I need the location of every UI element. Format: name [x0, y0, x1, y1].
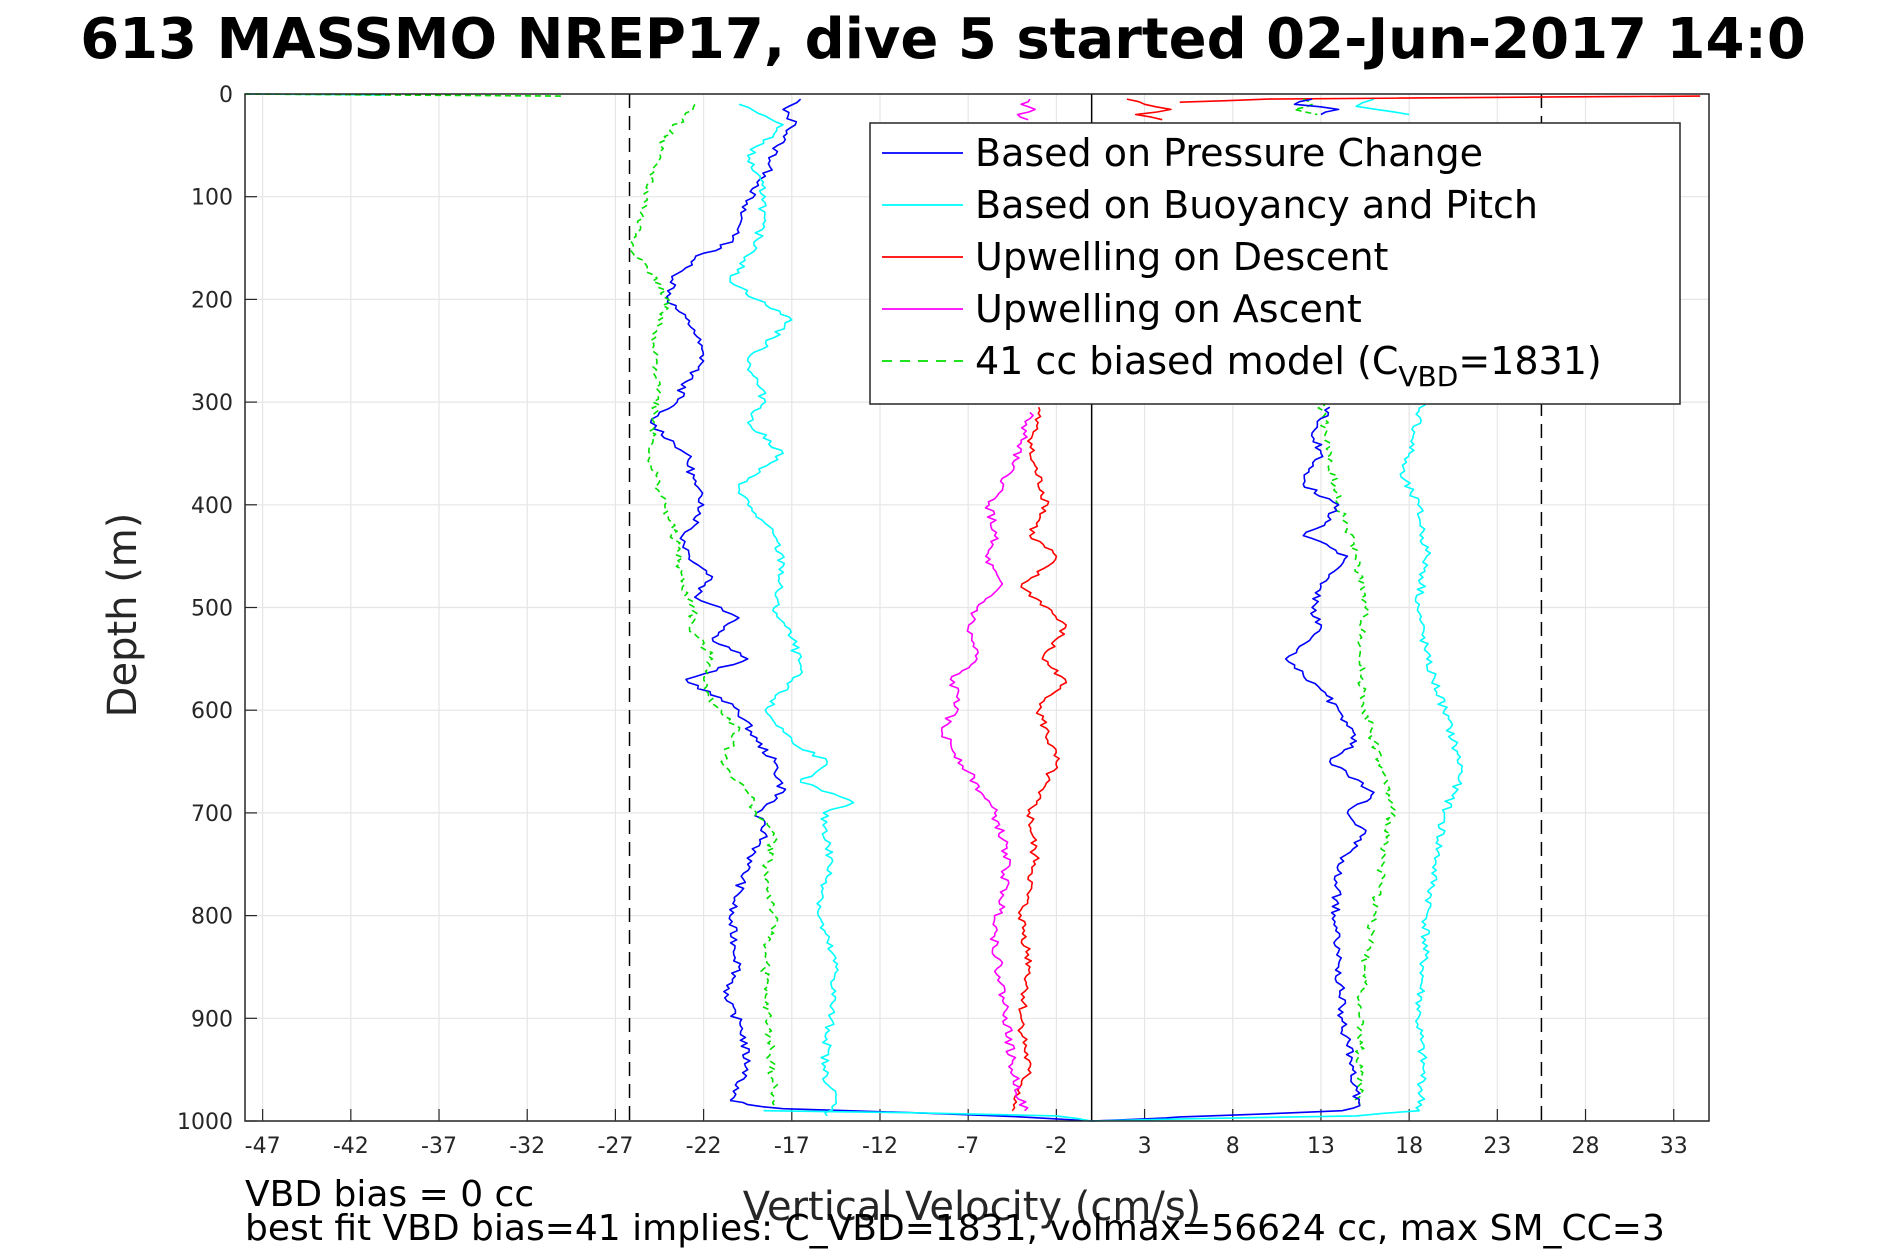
x-tick-label: -37 [421, 1134, 457, 1159]
series-3-line [1016, 98, 1036, 121]
legend-entry-label: Upwelling on Ascent [975, 287, 1362, 331]
y-tick-label: 400 [191, 494, 233, 519]
x-tick-label: -12 [862, 1134, 898, 1159]
x-axis-label: Vertical Velocity (cm/s) [743, 1184, 1202, 1230]
legend-entry-label: 41 cc biased model (CVBD=1831) [975, 339, 1602, 393]
series-2-line [1011, 406, 1068, 1112]
series-2-line [1126, 98, 1172, 121]
series-4-line [244, 93, 563, 97]
y-tick-label: 1000 [177, 1110, 233, 1135]
series-3-line [940, 411, 1034, 1112]
y-tick-label: 500 [191, 597, 233, 622]
plot-frame [244, 93, 1710, 1122]
x-tick-label: 3 [1138, 1134, 1152, 1159]
x-tick-label: -22 [686, 1134, 722, 1159]
x-tick-label: -32 [509, 1134, 545, 1159]
best-fit-note: best fit VBD bias=41 implies: C_VBD=1831… [245, 1208, 1665, 1249]
series-4-line [1317, 401, 1396, 1106]
legend-entry-label: Based on Buoyancy and Pitch [975, 183, 1538, 227]
y-tick-label: 700 [191, 802, 233, 827]
x-tick-label: 18 [1395, 1134, 1423, 1159]
x-tick-label: -47 [245, 1134, 281, 1159]
y-tick-label: 600 [191, 699, 233, 724]
series-0-line [729, 1099, 1092, 1122]
y-tick-label: 300 [191, 391, 233, 416]
legend: Based on Pressure Change Based on Buoyanc… [869, 122, 1681, 405]
x-tick-labels: -47 -42 -37 -32 -27 -22 -17 -12 -7 -2 3 8 13 18 23 28 33 [245, 1134, 1688, 1159]
series-1-line [729, 103, 855, 1117]
legend-box [869, 122, 1681, 405]
x-tick-label: 28 [1572, 1134, 1600, 1159]
x-tick-label: -42 [333, 1134, 369, 1159]
vbd-bias-note: VBD bias = 0 cc [245, 1174, 534, 1215]
series-0-line [649, 98, 802, 1102]
y-tick-label: 800 [191, 905, 233, 930]
x-tick-label: -27 [597, 1134, 633, 1159]
y-tick-label: 0 [219, 83, 233, 108]
legend-entry-label: Upwelling on Descent [975, 235, 1388, 279]
x-tick-label: 33 [1660, 1134, 1688, 1159]
y-axis-label: Depth (m) [100, 513, 146, 718]
series-layer [244, 93, 1701, 1122]
series-1-line [1355, 98, 1410, 116]
x-tick-label: -7 [957, 1134, 979, 1159]
x-tick-label: -17 [774, 1134, 810, 1159]
chart-title: 613 MASSMO NREP17, dive 5 started 02-Jun… [80, 7, 1806, 72]
series-4-line [630, 103, 779, 1106]
x-tick-label: -2 [1045, 1134, 1067, 1159]
pressure-change-surface-line [1293, 98, 1340, 116]
legend-entry-label: Based on Pressure Change [975, 131, 1483, 175]
series-2-line [1179, 95, 1701, 103]
x-tick-label: 8 [1226, 1134, 1240, 1159]
y-tick-label: 900 [191, 1007, 233, 1032]
x-tick-label: 23 [1483, 1134, 1511, 1159]
series-1-line [1399, 401, 1464, 1112]
y-tick-label: 100 [191, 186, 233, 211]
y-tick-labels: 0 100 200 300 400 500 600 700 800 900 1000 [177, 83, 233, 1135]
x-tick-label: 13 [1307, 1134, 1335, 1159]
y-tick-label: 200 [191, 288, 233, 313]
pressure-change-ascent-line [1091, 406, 1375, 1122]
